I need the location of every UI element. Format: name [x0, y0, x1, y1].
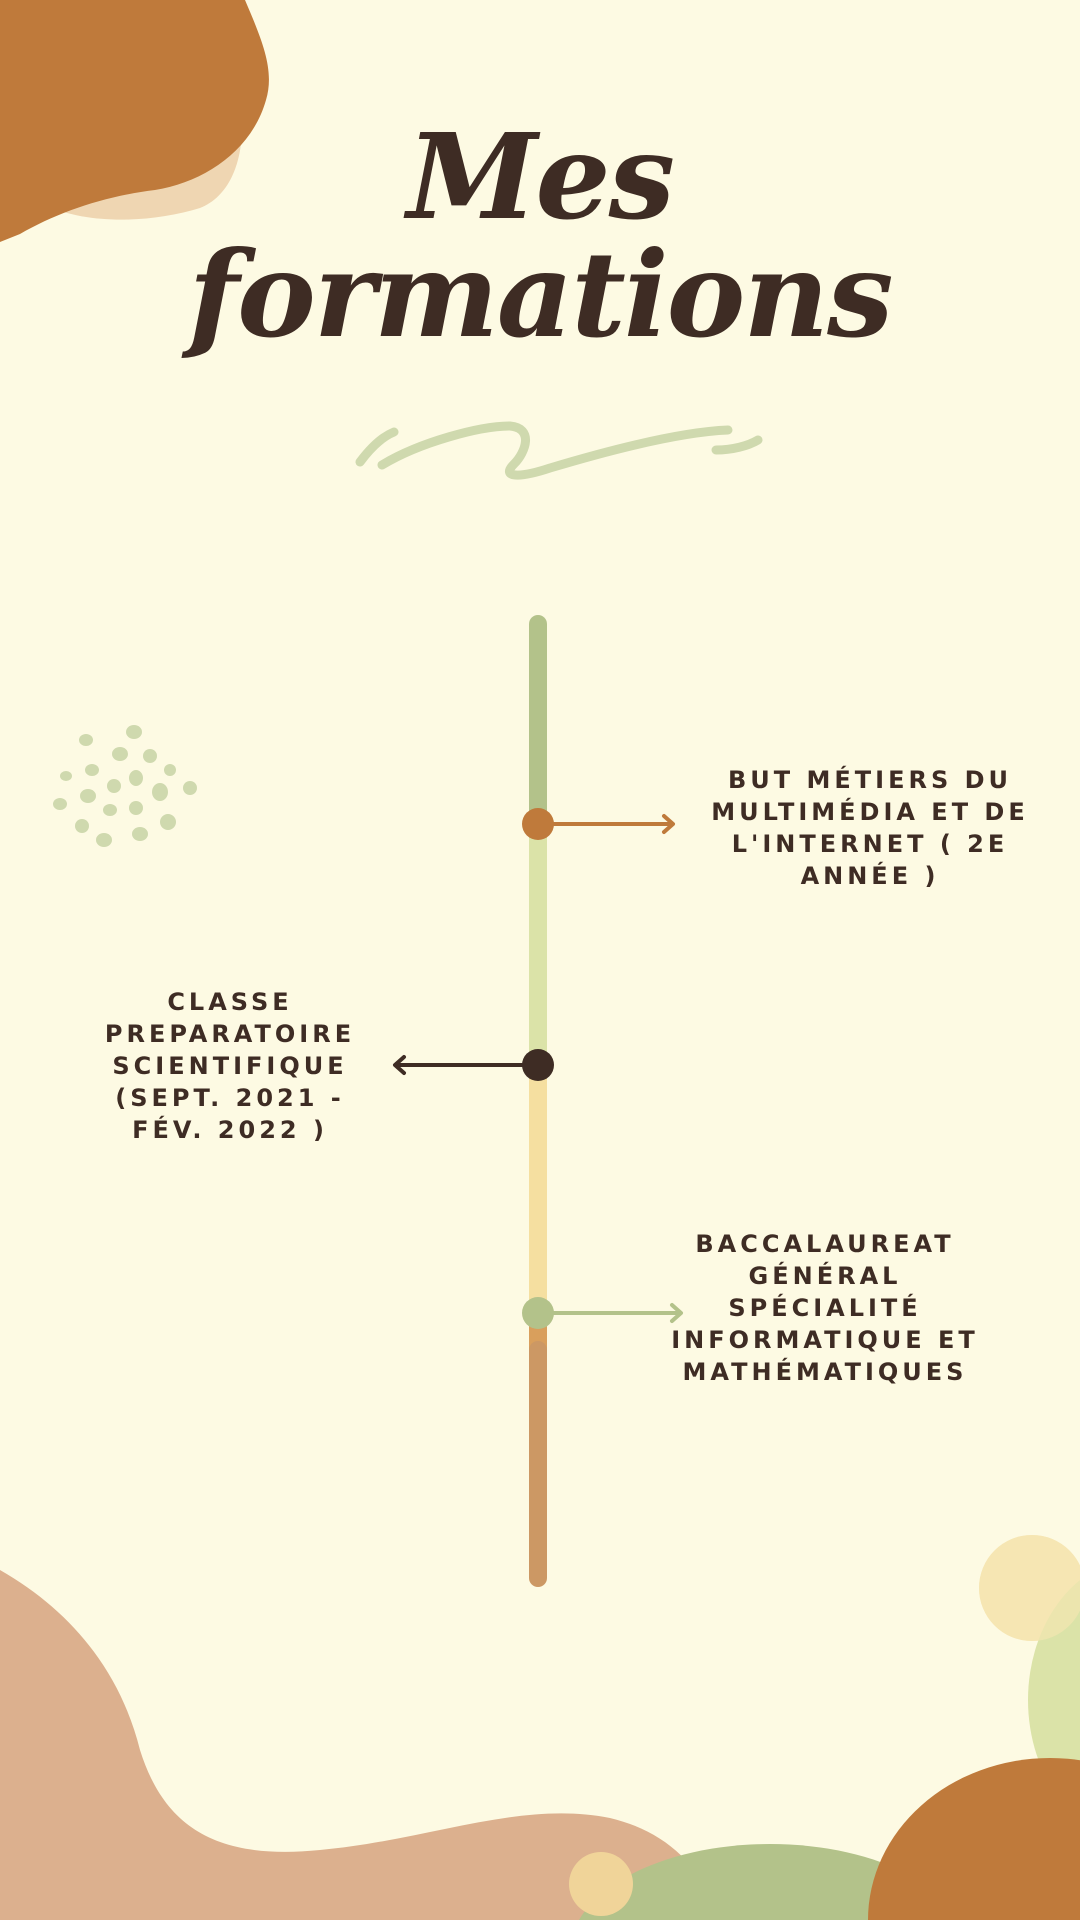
- timeline-entry-3-label: BACCALAUREAT GÉNÉRAL SPÉCIALITÉ INFORMAT…: [671, 1230, 979, 1386]
- bottom-right-orange-blob: [868, 1758, 1080, 1920]
- timeline-entry-2-label: CLASSE PREPARATOIRE SCIENTIFIQUE (SEPT. …: [104, 988, 356, 1144]
- arrow-right-icon: [662, 814, 675, 834]
- bottom-green-mound: [579, 1844, 961, 1920]
- timeline-dot-2: [522, 1049, 554, 1081]
- arrow-left-icon: [393, 1055, 406, 1075]
- title-line-1: Mes: [406, 107, 675, 246]
- cream-overlap-circle: [979, 1535, 1080, 1641]
- arrow-right-icon: [670, 1303, 683, 1323]
- small-cream-circle: [569, 1852, 633, 1916]
- timeline-dot-1: [522, 808, 554, 840]
- page-title: Mes formations: [0, 118, 1080, 354]
- timeline-entry-1-label: BUT MÉTIERS DU MULTIMÉDIA ET DE L'INTERN…: [711, 766, 1029, 890]
- squiggle-decoration: [355, 421, 763, 480]
- dot-cluster-decoration: [53, 725, 197, 847]
- top-left-orange-blob: [0, 0, 269, 242]
- bottom-peach-wave: [0, 1570, 720, 1920]
- timeline: [393, 615, 683, 1587]
- timeline-dot-3: [522, 1297, 554, 1329]
- title-line-2: formations: [188, 225, 893, 364]
